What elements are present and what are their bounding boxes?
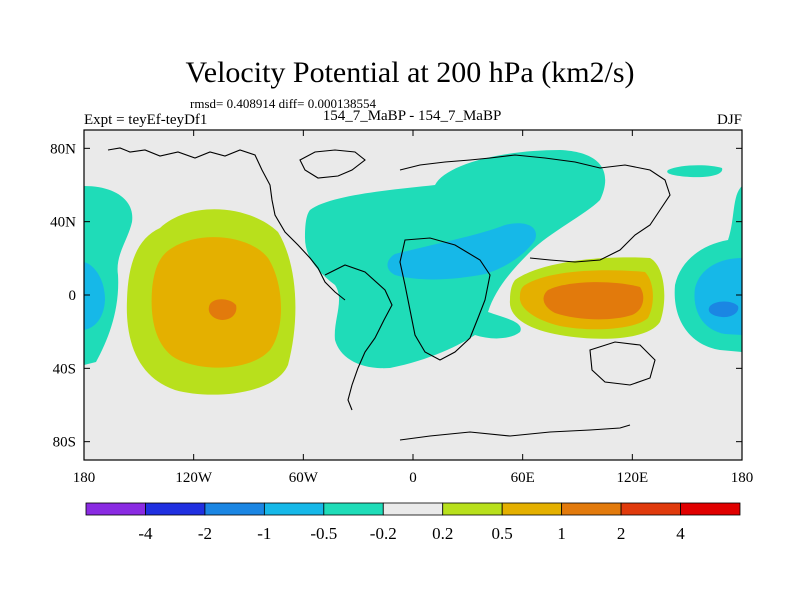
colorbar-label-1: -2 (198, 524, 212, 543)
axes: 180 120W 60W 0 60E 120E 180 80N 40N 0 40S 80S (50, 130, 753, 486)
colorbar-swatch-3 (263, 502, 325, 516)
x-tick-label-1: 120W (175, 470, 213, 486)
colorbar-swatch-4 (323, 502, 384, 516)
colorbar-swatch-7 (501, 502, 563, 516)
center-label: 154_7_MaBP - 154_7_MaBP (323, 108, 502, 124)
y-tick-label-4: 80S (53, 435, 76, 451)
x-tick-label-6: 180 (731, 470, 754, 486)
colorbar-swatch-9 (620, 502, 681, 516)
y-tick-label-0: 80N (50, 141, 76, 157)
colorbar-label-8: 2 (617, 524, 626, 543)
contour-asia-neg-0.5 (387, 223, 536, 280)
coastline-africa (399, 237, 491, 361)
contour-indo-pacific-1 (543, 282, 644, 320)
contour-west-edge-neg-0.5 (84, 262, 105, 330)
y-tick-label-1: 40N (50, 215, 76, 231)
plot-area (83, 129, 743, 461)
contour-east-edge-neg-1 (708, 301, 739, 318)
colorbar-label-3: -0.5 (310, 524, 337, 543)
colorbar-label-2: -1 (257, 524, 271, 543)
coastline-europe-asia (399, 154, 671, 263)
x-tick-label-5: 120E (616, 470, 648, 486)
coastline-greenland (299, 149, 366, 179)
right-label: DJF (717, 112, 742, 128)
colorbar-swatch-5 (382, 502, 444, 516)
colorbar: -4 -2 -1 -0.5 -0.2 0.2 0.5 1 2 4 (85, 502, 741, 543)
colorbar-swatch-10 (680, 502, 741, 516)
y-tick-label-2: 0 (69, 288, 77, 304)
colorbar-swatch-1 (145, 502, 206, 516)
coastline-australia (589, 341, 656, 386)
chart-title: Velocity Potential at 200 hPa (km2/s) (185, 56, 634, 89)
x-tick-label-0: 180 (73, 470, 96, 486)
contour-fills (84, 150, 742, 395)
left-label: Expt = teyEf-teyDf1 (84, 112, 207, 128)
colorbar-label-5: 0.2 (432, 524, 453, 543)
coastline-south-america (324, 264, 393, 411)
x-tick-label-2: 60W (289, 470, 319, 486)
x-tick-label-4: 60E (511, 470, 535, 486)
colorbar-swatch-6 (442, 502, 503, 516)
colorbar-label-6: 0.5 (492, 524, 513, 543)
coastline-north-america (107, 147, 346, 301)
colorbar-swatch-2 (204, 502, 265, 516)
colorbar-label-7: 1 (557, 524, 566, 543)
colorbar-label-4: -0.2 (370, 524, 397, 543)
x-tick-label-3: 0 (409, 470, 417, 486)
coastlines (107, 147, 671, 441)
contour-east-pacific-1 (208, 299, 237, 320)
stats-line: rmsd= 0.408914 diff= 0.000138554 (190, 96, 376, 111)
colorbar-swatch-8 (561, 502, 622, 516)
coastline-antarctica (399, 424, 631, 441)
colorbar-label-0: -4 (138, 524, 153, 543)
y-tick-label-3: 40S (53, 361, 76, 377)
colorbar-label-9: 4 (676, 524, 685, 543)
colorbar-swatch-0 (85, 502, 146, 516)
contour-north-pacific-patch (667, 165, 723, 178)
